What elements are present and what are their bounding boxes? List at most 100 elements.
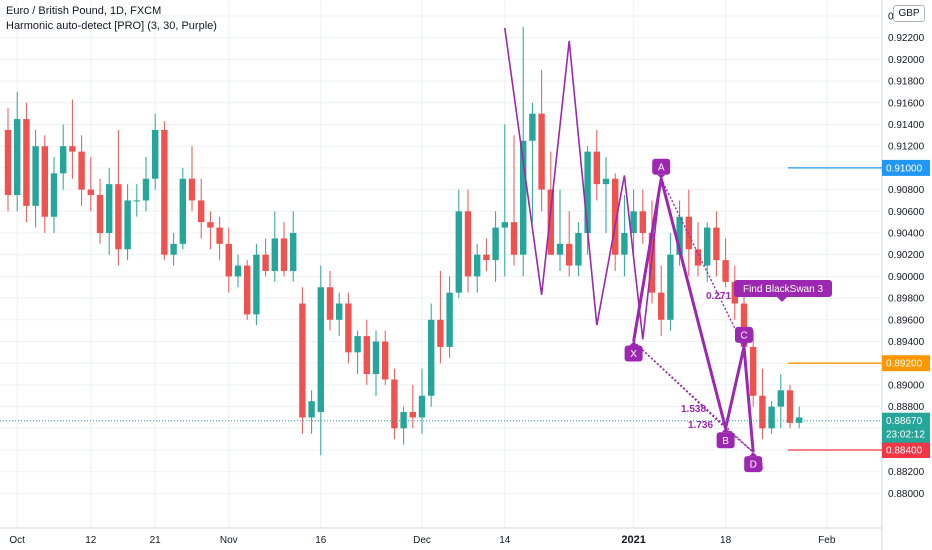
price-tick-label: 0.89600 <box>888 315 925 326</box>
countdown-label: 23:02:12 <box>886 430 925 441</box>
candle-body <box>529 113 536 141</box>
candle-body <box>658 292 665 320</box>
candle-body <box>225 243 232 277</box>
time-tick-label: Dec <box>413 535 431 546</box>
candle-body <box>759 395 766 429</box>
callout-box <box>734 280 832 297</box>
candle-body <box>630 211 637 233</box>
candle-body <box>336 303 343 320</box>
candle-body <box>96 195 104 233</box>
time-tick-label: 16 <box>315 535 327 546</box>
symbol-title[interactable]: Euro / British Pound, 1D, FXCM <box>6 5 162 17</box>
candle-body <box>556 243 564 255</box>
candle-body <box>694 249 702 266</box>
candle-body <box>713 227 720 261</box>
price-tick-label: 0.90400 <box>888 229 925 240</box>
time-tick-label: Nov <box>220 535 238 546</box>
price-tick-label: 0.91600 <box>888 98 925 109</box>
price-level-tag <box>882 355 930 372</box>
candle-body <box>280 238 288 271</box>
candle-body <box>566 243 573 266</box>
candle-body <box>87 189 94 196</box>
price-tick-label: 0.91200 <box>888 142 925 153</box>
candle-body <box>253 254 260 315</box>
candle-body <box>584 151 591 233</box>
candle-body <box>428 319 435 396</box>
price-level-label: 0.88400 <box>886 446 923 457</box>
candle-body <box>69 146 76 152</box>
price-level-tag <box>882 159 930 176</box>
candle-body <box>262 254 269 271</box>
price-tick-label: 0.89000 <box>888 380 925 391</box>
last-price-tag <box>882 412 930 443</box>
harmonic-point-marker <box>716 432 735 449</box>
price-level-label: 0.89200 <box>886 359 923 370</box>
candle-body <box>244 265 251 315</box>
candle-body <box>786 390 794 423</box>
candle-body <box>4 129 12 196</box>
candle-body <box>188 178 196 201</box>
candle-body <box>326 287 334 320</box>
candle-body <box>750 346 757 396</box>
time-tick-label: 2021 <box>621 534 645 546</box>
harmonic-point-marker <box>624 345 643 362</box>
candle-body <box>14 119 21 196</box>
harmonic-point-pointer <box>629 341 638 346</box>
candle-body <box>483 254 490 261</box>
harmonic-ratio-line <box>633 340 754 453</box>
candle-body <box>133 200 140 202</box>
price-tick-label: 0.89400 <box>888 337 925 348</box>
candle-body <box>510 222 518 255</box>
indicator-title[interactable]: Harmonic auto-detect [PRO] (3, 30, Purpl… <box>6 20 217 32</box>
candle-body <box>667 254 674 320</box>
price-tick-label: 0.90200 <box>888 250 925 261</box>
candle-body <box>363 336 370 375</box>
candle-body <box>418 395 426 418</box>
price-tick-label: 0.89800 <box>888 294 925 305</box>
time-tick-label: 14 <box>499 535 511 546</box>
candle-body <box>685 216 692 250</box>
callout-text: Find BlackSwan 3 <box>743 284 823 295</box>
candle-body <box>409 412 416 418</box>
candle-body <box>170 243 177 255</box>
harmonic-point-marker <box>744 456 763 473</box>
candle-body <box>308 401 315 418</box>
candle-body <box>492 227 499 261</box>
harmonic-point-label: A <box>658 162 665 173</box>
harmonic-point-label: C <box>740 330 747 341</box>
candle-body <box>179 178 186 244</box>
harmonic-point-pointer <box>749 452 758 457</box>
candle-body <box>216 227 223 244</box>
price-tick-label: 0.91800 <box>888 77 925 88</box>
price-tick-label: 0.88000 <box>888 489 925 500</box>
harmonic-point-pointer <box>721 428 730 433</box>
price-tick-label: 0.88200 <box>888 467 925 478</box>
price-level-label: 0.91000 <box>886 163 923 174</box>
candle-body <box>124 200 131 250</box>
candle-body <box>382 341 389 380</box>
candle-body <box>345 303 352 353</box>
time-tick-label: Feb <box>818 535 836 546</box>
ratio-label: 0.271 <box>706 291 731 302</box>
ratio-label: 1.538 <box>681 404 706 415</box>
candle-body <box>41 146 48 217</box>
candle-body <box>768 406 775 429</box>
candle-body <box>78 151 85 190</box>
harmonic-point-label: X <box>630 349 637 360</box>
price-tick-label: 0.92000 <box>888 55 925 66</box>
harmonic-point-label: D <box>750 460 757 471</box>
candle-body <box>538 113 545 190</box>
candle-body <box>437 319 444 347</box>
candle-body <box>676 216 683 255</box>
candle-body <box>372 341 380 375</box>
candle-body <box>299 303 306 418</box>
price-tick-label: 0.92200 <box>888 33 925 44</box>
chart-legend: Euro / British Pound, 1D, FXCM Harmonic … <box>6 4 217 34</box>
candle-body <box>740 303 748 347</box>
currency-button[interactable]: GBP <box>893 5 925 22</box>
harmonic-point-pointer <box>740 342 748 347</box>
candle-body <box>547 189 554 255</box>
candle-body <box>446 292 453 347</box>
candle-body <box>391 379 398 429</box>
